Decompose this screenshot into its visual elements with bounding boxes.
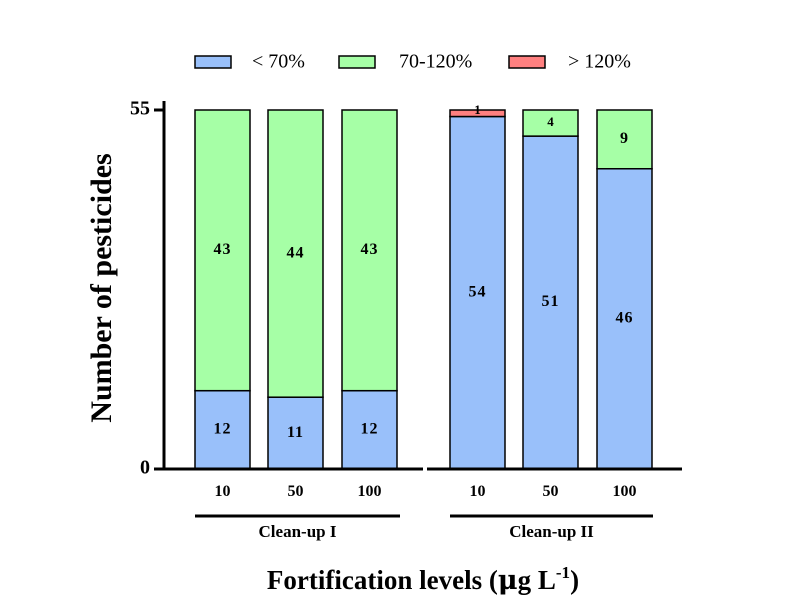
y-tick-labels: 0 55 — [130, 98, 150, 479]
bar-data-label-5-series-1: 51 — [542, 293, 560, 310]
y-tick-label-2: 55 — [130, 98, 150, 120]
x-axis-label: Fortification levels (μg L-1) — [267, 563, 579, 596]
group-brackets: Clean-up I Clean-up II — [195, 514, 653, 541]
x-axis-label-unit: g L — [518, 565, 556, 595]
bar-segment-5-series-2 — [522, 109, 579, 137]
legend: < 70% 70-120% > 120% — [194, 51, 631, 73]
axes — [154, 101, 682, 471]
x-axis-label-superscript: -1 — [556, 563, 570, 582]
bar-segment-3-series-2 — [341, 109, 398, 392]
group-label-1: Clean-up I — [259, 522, 337, 541]
bar-segment-4-series-3 — [449, 109, 506, 118]
bar-data-label-3-series-1: 12 — [361, 421, 379, 438]
bars: 12 43 11 44 12 43 54 1 51 4 46 9 — [194, 102, 653, 470]
bar-data-label-2-series-2: 44 — [287, 244, 305, 261]
x-tick-label-1: 10 — [215, 483, 231, 500]
bar-segment-6-series-2 — [596, 109, 653, 170]
x-axis-label-mu: μ — [498, 565, 518, 596]
bar-segment-1-series-1 — [194, 389, 251, 470]
bar-data-label-1-series-1: 12 — [214, 421, 232, 438]
bar-segment-2-series-2 — [267, 109, 324, 398]
bar-data-label-1-series-2: 43 — [214, 241, 232, 258]
x-tick-label-2: 50 — [288, 483, 304, 500]
bar-data-label-5-series-2: 4 — [547, 114, 554, 129]
group-label-2: Clean-up II — [509, 522, 594, 541]
bar-data-label-6-series-1: 46 — [616, 310, 634, 327]
x-tick-labels: 10 50 100 10 50 100 — [215, 483, 637, 500]
bar-data-label-4-series-3: 1 — [474, 102, 481, 117]
legend-label-3: > 120% — [568, 51, 631, 73]
x-axis-label-main: Fortification levels ( — [267, 565, 498, 595]
bar-data-label-4-series-1: 54 — [469, 283, 487, 300]
bar-data-label-2-series-1: 11 — [287, 424, 304, 441]
bar-data-label-6-series-2: 9 — [620, 130, 629, 147]
legend-swatch-2 — [338, 55, 376, 69]
x-tick-label-5: 50 — [543, 483, 559, 500]
legend-label-2: 70-120% — [399, 51, 472, 73]
legend-label-1: < 70% — [252, 51, 305, 73]
bar-segment-5-series-1 — [522, 135, 579, 470]
bar-segment-1-series-2 — [194, 109, 251, 392]
legend-swatch-3 — [508, 55, 546, 69]
bar-data-label-3-series-2: 43 — [361, 241, 379, 258]
x-axis-label-close: ) — [570, 565, 579, 595]
y-tick-label-1: 0 — [140, 457, 150, 479]
y-axis-label: Number of pesticides — [85, 153, 118, 422]
x-tick-label-4: 10 — [470, 483, 486, 500]
x-tick-label-3: 100 — [358, 483, 382, 500]
x-tick-label-6: 100 — [613, 483, 637, 500]
legend-swatch-1 — [194, 55, 232, 69]
